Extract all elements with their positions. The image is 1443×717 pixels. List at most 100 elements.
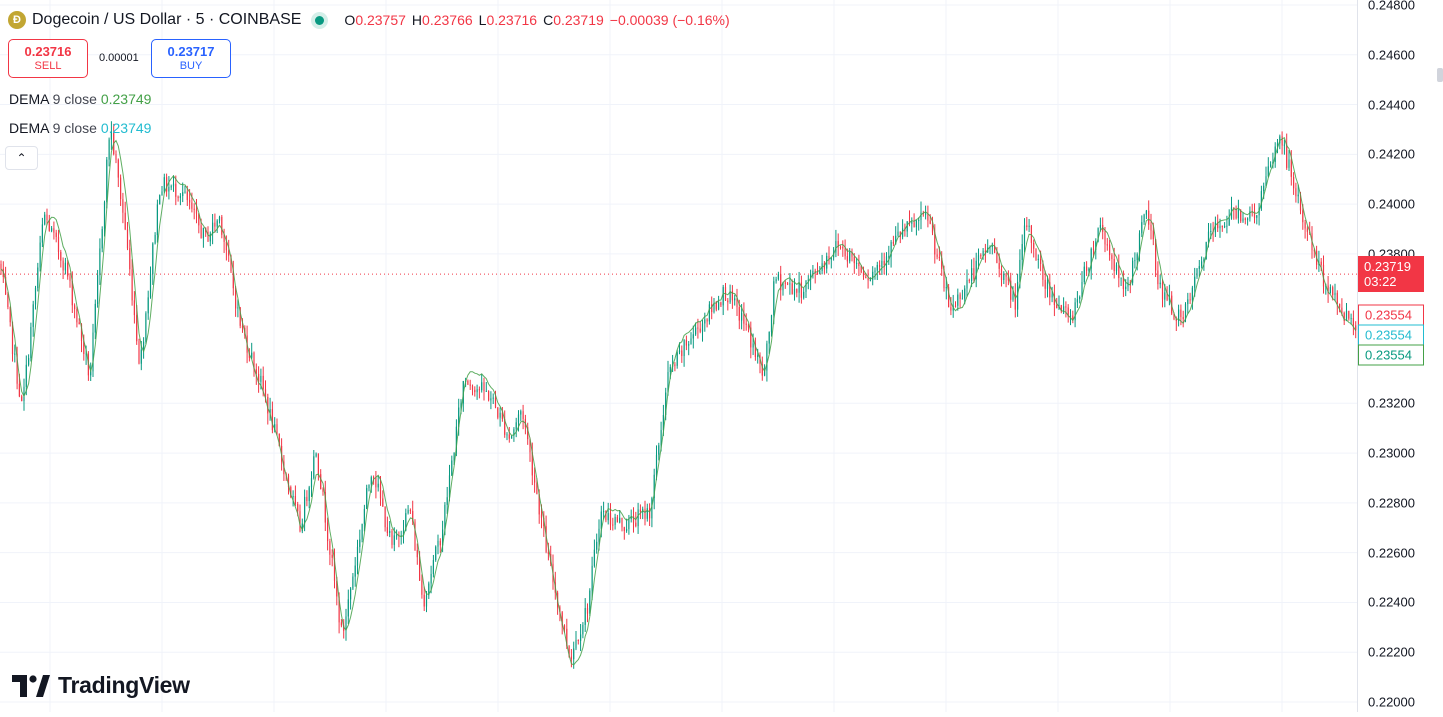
candle-body (53, 228, 55, 233)
candle-body (865, 276, 867, 279)
candle-body (738, 307, 740, 321)
candle-body (545, 526, 547, 552)
chart-plot-area[interactable] (0, 0, 1357, 712)
candle-body (593, 549, 595, 566)
candle-body (777, 274, 779, 280)
tradingview-logo[interactable]: TradingView (12, 672, 190, 699)
candle-body (221, 216, 223, 235)
candle-body (810, 273, 812, 280)
axis-scroll-handle[interactable] (1437, 68, 1443, 82)
candle-body (1242, 218, 1244, 222)
candle-body (163, 177, 165, 192)
candle-body (207, 231, 209, 242)
candle-body (1040, 258, 1042, 264)
candle-body (327, 522, 329, 542)
candle-body (971, 268, 973, 281)
candle-body (945, 287, 947, 289)
candle-body (1256, 215, 1258, 218)
candle-body (1111, 255, 1113, 260)
candle-body (379, 483, 382, 499)
candle-body (761, 364, 763, 376)
candle-body (646, 508, 648, 519)
candle-body (1095, 241, 1097, 250)
candle-body (198, 213, 200, 226)
legend-row-dema-2[interactable]: DEMA 9 close 0.23749 (9, 120, 151, 136)
candle-body (320, 474, 322, 490)
candle-body (895, 235, 897, 244)
sell-button[interactable]: 0.23716 SELL (8, 39, 88, 78)
candle-body (402, 530, 405, 536)
candle-body (529, 439, 531, 453)
candle-body (1290, 159, 1292, 177)
candle-body (789, 283, 791, 285)
candle-body (1122, 277, 1124, 290)
candle-body (708, 304, 710, 322)
candle-body (538, 494, 540, 515)
candle-body (1265, 176, 1267, 186)
candle-body (681, 350, 683, 357)
candle-body (262, 375, 264, 390)
candle-body (966, 280, 968, 289)
candle-body (1007, 276, 1009, 281)
candle-body (1263, 185, 1265, 192)
price-tick-label: 0.23000 (1368, 445, 1415, 461)
candle-body (1083, 266, 1085, 283)
candle-body (166, 177, 168, 192)
candle-body (39, 242, 41, 268)
candle-body (1042, 263, 1044, 280)
legend-indicator-params: 9 close (52, 120, 97, 136)
candle-body (1304, 222, 1306, 229)
candle-body (1010, 280, 1012, 300)
candle-body (115, 154, 117, 160)
candle-body (223, 234, 225, 242)
candle-body (515, 422, 517, 430)
candle-body (614, 517, 616, 525)
high-value: 0.23766 (422, 12, 473, 28)
candle-body (902, 228, 904, 237)
candle-body (658, 445, 660, 455)
candle-body (1313, 250, 1315, 252)
candle-body (1017, 281, 1019, 310)
candle-body (598, 528, 600, 542)
candle-body (853, 256, 855, 264)
legend-row-dema-1[interactable]: DEMA 9 close 0.23749 (9, 91, 151, 107)
buy-button[interactable]: 0.23717 BUY (151, 39, 231, 78)
candle-body (626, 529, 628, 531)
candle-body (927, 213, 929, 221)
candle-body (1088, 268, 1090, 271)
candlestick-chart[interactable] (0, 0, 1357, 712)
price-tick-label: 0.24800 (1368, 0, 1415, 13)
collapse-legend-button[interactable]: ⌃ (5, 146, 38, 170)
price-axis[interactable]: 0.24800 0.24600 0.24400 0.24200 0.24000 0.238… (1357, 0, 1443, 712)
candle-body (819, 271, 821, 274)
candle-body (304, 496, 306, 524)
candle-body (1155, 239, 1157, 271)
candle-body (375, 478, 377, 488)
candle-body (382, 498, 384, 507)
candle-body (122, 199, 124, 213)
candle-body (5, 277, 7, 295)
symbol-title[interactable]: Dogecoin / US Dollar · 5 · COINBASE (32, 11, 302, 28)
dogecoin-coin-icon[interactable]: Ð (8, 11, 26, 29)
candle-body (1164, 292, 1166, 300)
candle-body (161, 191, 163, 196)
candle-body (377, 483, 379, 488)
candle-body (508, 434, 510, 439)
tradingview-logo-text: TradingView (58, 672, 190, 698)
candle-body (1352, 317, 1354, 326)
candle-body (630, 515, 632, 520)
candle-body (517, 414, 520, 423)
candle-body (1106, 244, 1108, 246)
candle-body (308, 487, 310, 502)
candle-body (741, 312, 743, 321)
candle-body (977, 255, 980, 261)
candle-body (469, 384, 471, 386)
market-status-icon[interactable] (315, 15, 325, 25)
candle-body (920, 212, 922, 220)
candle-body (143, 341, 145, 350)
candle-body (731, 290, 733, 301)
candle-body (961, 298, 963, 300)
candle-body (534, 475, 536, 483)
candle-body (577, 639, 579, 641)
candle-body (883, 260, 885, 265)
